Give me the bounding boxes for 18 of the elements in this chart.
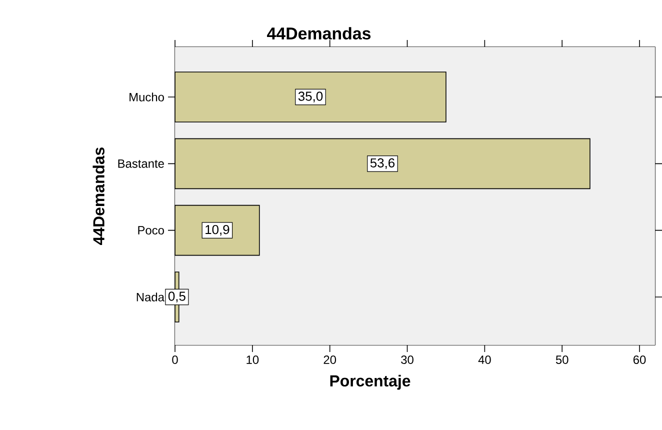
x-tick-label: 50 <box>556 356 568 364</box>
data-label: 10,9 <box>206 224 230 236</box>
y-tick-label: Poco <box>138 226 164 234</box>
data-label: 0,5 <box>168 292 186 302</box>
x-tick-label: 0 <box>172 356 178 364</box>
x-tick-label: 20 <box>324 356 336 364</box>
x-tick-label: 60 <box>633 356 646 364</box>
y-tick-label: Mucho <box>130 92 164 102</box>
x-tick-label: 40 <box>478 356 491 364</box>
y-tick-label: Bastante <box>118 160 164 168</box>
x-axis-title: Porcentaje <box>330 374 410 390</box>
y-axis-title: 44Demandas <box>92 148 104 245</box>
y-tick-label: Nada <box>136 292 164 302</box>
data-label: 35,0 <box>298 92 323 102</box>
x-tick-label: 30 <box>401 356 414 364</box>
chart-title: 44Demandas <box>267 27 371 40</box>
x-tick-label: 10 <box>246 356 259 364</box>
data-label: 53,6 <box>370 158 395 170</box>
